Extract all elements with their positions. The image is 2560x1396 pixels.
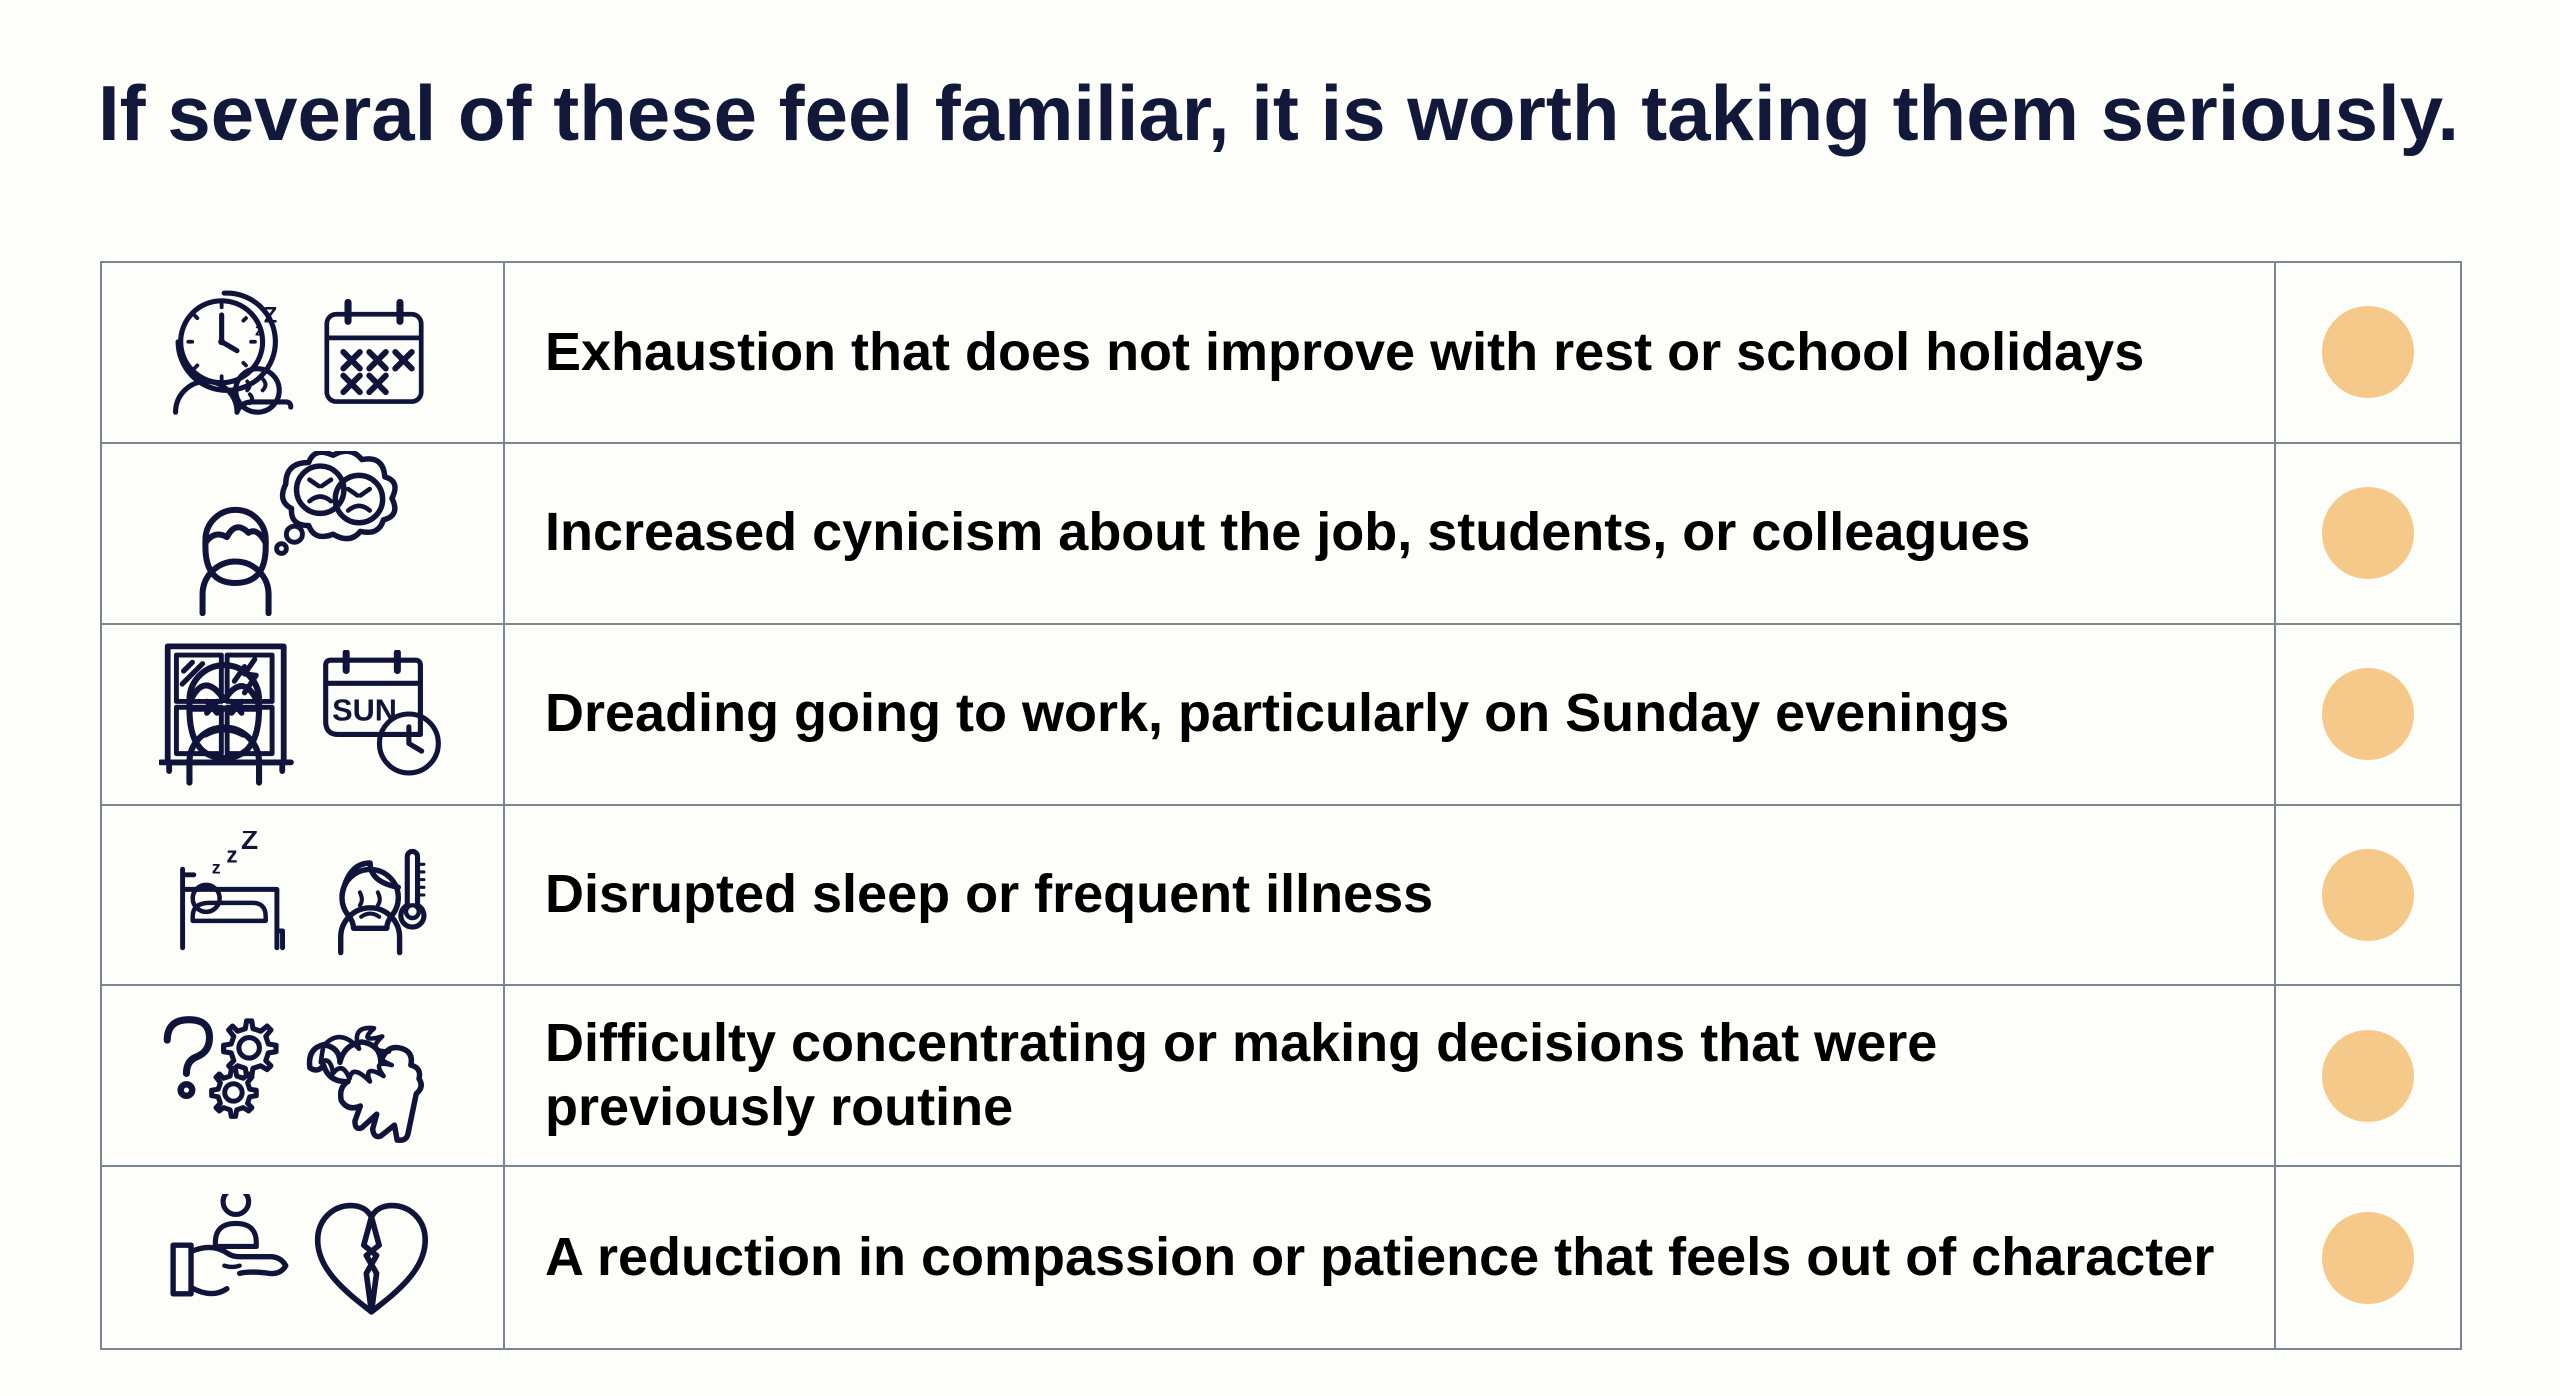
svg-text:z: z [226,842,237,867]
svg-text:Z: Z [240,831,257,855]
svg-text:z: z [254,321,262,340]
svg-text:Z: Z [263,303,276,328]
svg-text:z: z [211,858,220,878]
